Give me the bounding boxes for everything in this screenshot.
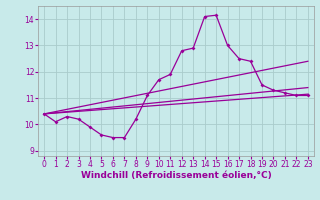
X-axis label: Windchill (Refroidissement éolien,°C): Windchill (Refroidissement éolien,°C) xyxy=(81,171,271,180)
